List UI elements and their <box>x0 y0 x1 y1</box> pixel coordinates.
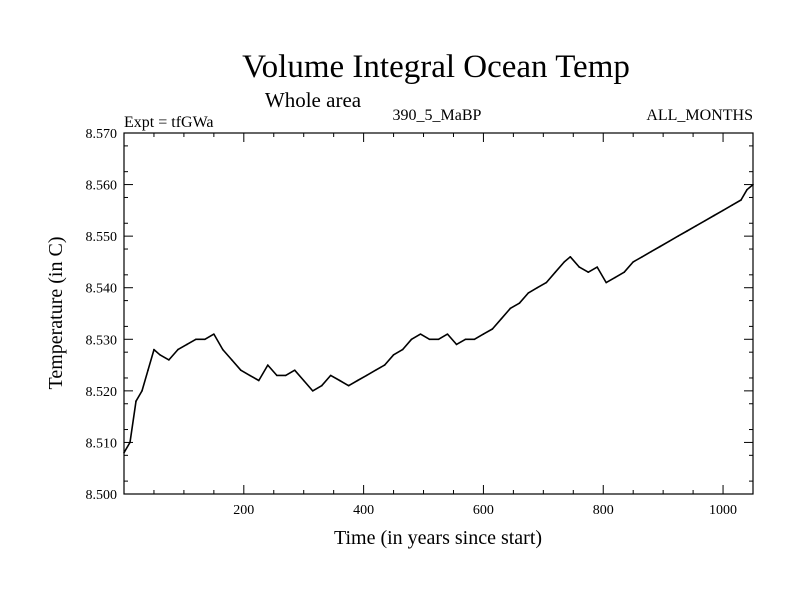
data-point <box>222 348 224 351</box>
data-point <box>129 441 131 444</box>
data-point <box>500 317 503 320</box>
data-point <box>641 255 643 258</box>
data-point <box>240 369 242 372</box>
months-label: ALL_MONTHS <box>646 107 753 124</box>
data-point <box>329 374 332 377</box>
data-point <box>569 255 572 258</box>
data-point <box>659 245 661 248</box>
data-point <box>266 364 269 366</box>
chart-title: Volume Integral Ocean Temp <box>242 49 630 85</box>
x-axis-label: Time (in years since start) <box>334 527 542 549</box>
x-tick-label: 200 <box>233 503 254 518</box>
data-point <box>347 384 350 387</box>
data-point <box>147 369 149 372</box>
data-point <box>713 214 715 217</box>
data-point <box>320 384 323 387</box>
y-tick-label: 8.520 <box>86 385 118 400</box>
y-tick-label: 8.570 <box>86 127 118 142</box>
data-point <box>455 343 458 346</box>
data-point <box>392 353 395 356</box>
data-point <box>695 225 697 227</box>
data-point <box>554 271 557 274</box>
data-point <box>722 209 724 212</box>
series-line-0 <box>123 183 754 454</box>
data-point <box>356 379 359 382</box>
data-point <box>437 338 440 341</box>
data-point <box>614 276 617 279</box>
data-point <box>731 204 733 206</box>
data-point <box>428 338 431 341</box>
data-point <box>204 338 206 341</box>
data-point <box>740 199 742 201</box>
data-point <box>338 379 341 382</box>
y-tick-label: 8.500 <box>86 488 118 503</box>
data-point <box>482 333 485 335</box>
data-point <box>383 364 386 366</box>
data-point <box>302 379 305 382</box>
data-point <box>686 230 688 232</box>
data-point <box>704 219 706 222</box>
x-tick-label: 1000 <box>709 503 737 518</box>
chart-subtitle: Whole area <box>265 88 362 112</box>
data-point <box>596 266 599 268</box>
x-tick-label: 400 <box>353 503 374 518</box>
data-point <box>374 369 377 372</box>
plot-frame <box>123 132 754 495</box>
x-tick-label: 800 <box>593 503 614 518</box>
series-layer <box>123 183 754 454</box>
data-point <box>518 302 521 304</box>
data-point <box>578 266 581 268</box>
data-point <box>650 250 652 253</box>
y-tick-label: 8.510 <box>86 436 118 451</box>
y-tick-label: 8.530 <box>86 333 118 348</box>
y-tick-label: 8.550 <box>86 230 118 245</box>
data-point <box>177 348 179 351</box>
data-point <box>623 271 626 274</box>
data-point <box>168 359 170 361</box>
axis-ticks: 200 400 600 800 1000 8.500 8.510 8.520 8.530 8.54… <box>86 127 753 518</box>
run-label: 390_5_MaBP <box>393 107 482 124</box>
data-point <box>311 390 314 392</box>
data-point <box>632 261 634 263</box>
data-point <box>275 374 278 377</box>
expt-label: Expt = tfGWa <box>124 114 214 131</box>
data-point <box>746 188 748 191</box>
data-point <box>365 374 368 377</box>
data-point <box>195 338 197 341</box>
data-point <box>473 338 476 341</box>
data-point <box>135 400 137 402</box>
data-point <box>419 333 422 335</box>
data-point <box>509 307 512 310</box>
data-point <box>446 333 449 335</box>
data-point <box>257 379 260 382</box>
data-point <box>410 338 413 341</box>
data-point <box>401 348 404 351</box>
data-point <box>141 390 143 392</box>
y-tick-label: 8.560 <box>86 179 118 194</box>
data-point <box>668 240 670 243</box>
data-point <box>527 292 530 294</box>
data-point <box>249 374 251 377</box>
data-point <box>213 333 215 335</box>
data-point <box>231 359 233 361</box>
data-point <box>587 271 590 274</box>
data-point <box>491 328 494 330</box>
y-tick-label: 8.540 <box>86 282 118 297</box>
x-tick-label: 600 <box>473 503 494 518</box>
data-point <box>186 343 188 346</box>
data-point <box>153 348 155 351</box>
data-point <box>536 286 539 289</box>
data-point <box>563 261 566 263</box>
data-point <box>159 353 161 356</box>
data-point <box>293 369 296 372</box>
data-point <box>464 338 467 341</box>
data-point <box>605 281 608 284</box>
data-point <box>284 374 287 377</box>
y-axis-label: Temperature (in C) <box>45 237 67 390</box>
data-point <box>677 235 679 237</box>
data-point <box>545 281 548 284</box>
